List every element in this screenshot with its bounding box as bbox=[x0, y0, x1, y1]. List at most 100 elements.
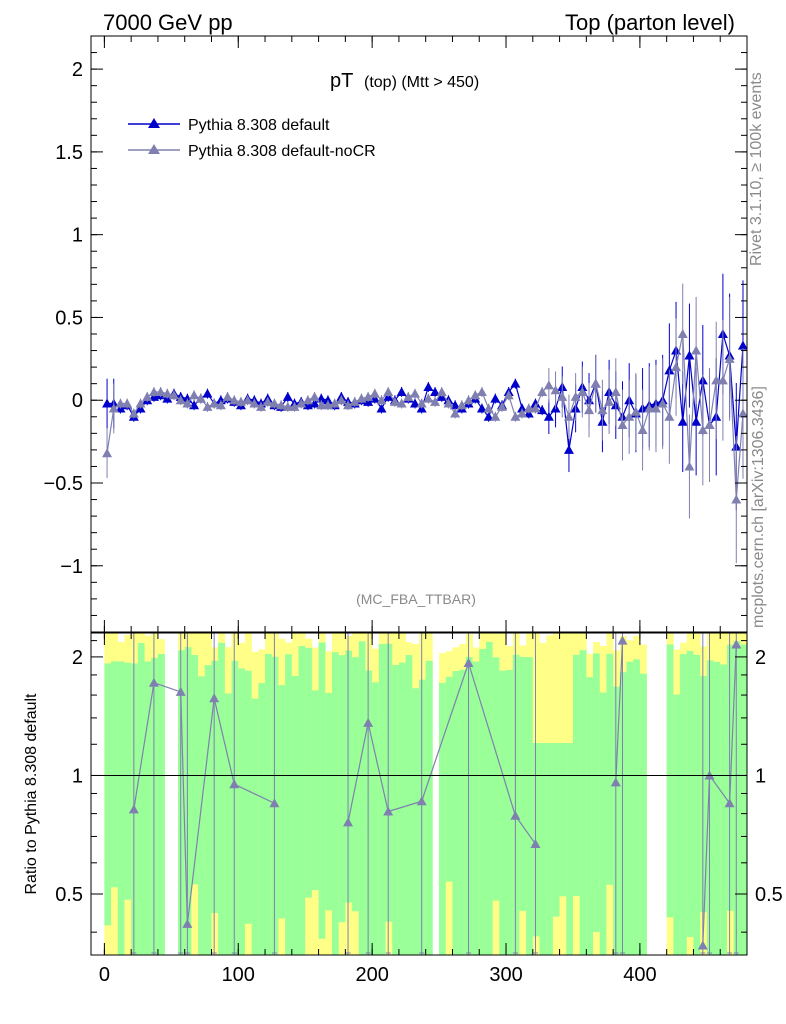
data-point bbox=[389, 396, 400, 406]
data-point bbox=[684, 350, 695, 360]
band-green bbox=[365, 670, 373, 955]
band-green bbox=[124, 662, 132, 900]
y-tick-label: 0.5 bbox=[55, 307, 83, 329]
band-green bbox=[218, 642, 226, 955]
data-point bbox=[282, 401, 293, 411]
data-point bbox=[717, 375, 728, 385]
band-green bbox=[137, 643, 145, 955]
data-point bbox=[396, 386, 407, 396]
chart-title-main: pT bbox=[330, 70, 353, 92]
data-point bbox=[604, 396, 615, 406]
data-point bbox=[409, 388, 420, 398]
band-green bbox=[619, 672, 627, 955]
band-green bbox=[318, 642, 326, 939]
band-green bbox=[265, 653, 273, 955]
ratio-y-tick-label-right: 1 bbox=[755, 765, 766, 787]
band-green bbox=[720, 664, 728, 955]
band-green bbox=[532, 743, 540, 937]
band-green bbox=[639, 673, 647, 955]
ratio-line bbox=[421, 662, 470, 802]
y-tick-label: −0.5 bbox=[44, 473, 83, 495]
data-point bbox=[376, 395, 387, 405]
data-point bbox=[731, 494, 742, 504]
band-green bbox=[465, 656, 473, 955]
data-point bbox=[550, 385, 561, 395]
data-point bbox=[102, 398, 113, 408]
legend-marker-nocr bbox=[148, 144, 160, 154]
band-green bbox=[298, 646, 306, 955]
data-point bbox=[403, 391, 414, 401]
band-green bbox=[700, 676, 708, 913]
data-point bbox=[289, 401, 300, 411]
data-point bbox=[202, 401, 213, 411]
data-point bbox=[677, 329, 688, 338]
header-left: 7000 GeV pp bbox=[103, 10, 233, 35]
x-tick-label: 0 bbox=[99, 964, 110, 986]
data-point bbox=[530, 403, 541, 413]
ratio-line bbox=[186, 698, 215, 924]
ratio-y-tick-label: 2 bbox=[72, 647, 83, 669]
band-green bbox=[111, 661, 119, 888]
ratio-line bbox=[213, 698, 235, 785]
band-green bbox=[552, 743, 560, 917]
band-green bbox=[211, 660, 219, 913]
ratio-point bbox=[731, 639, 742, 649]
data-point bbox=[523, 403, 534, 413]
data-point bbox=[162, 388, 173, 398]
band-green bbox=[258, 683, 266, 955]
y-tick-label: 0 bbox=[72, 390, 83, 412]
band-green bbox=[599, 692, 607, 955]
data-point bbox=[349, 396, 360, 406]
data-point bbox=[148, 386, 159, 396]
band-green bbox=[345, 650, 353, 903]
data-point bbox=[189, 390, 200, 400]
band-green bbox=[305, 647, 313, 898]
data-point bbox=[296, 398, 307, 408]
ratio-line bbox=[133, 682, 155, 810]
data-point bbox=[691, 416, 702, 426]
band-green bbox=[104, 663, 112, 926]
data-point bbox=[584, 405, 595, 415]
ratio-line bbox=[709, 775, 731, 804]
data-point bbox=[396, 398, 407, 408]
band-green bbox=[425, 660, 433, 955]
data-point bbox=[470, 390, 481, 400]
data-point bbox=[222, 391, 233, 401]
data-point bbox=[517, 408, 528, 418]
data-point bbox=[563, 444, 574, 454]
legend-marker-default bbox=[148, 118, 160, 128]
data-point bbox=[115, 398, 126, 408]
band-green bbox=[251, 698, 259, 955]
band-green bbox=[311, 690, 319, 891]
data-point bbox=[436, 386, 447, 396]
data-point bbox=[209, 398, 220, 408]
data-point bbox=[202, 388, 213, 398]
data-point bbox=[269, 398, 280, 408]
data-point bbox=[530, 398, 541, 408]
data-point bbox=[711, 375, 722, 385]
data-point bbox=[155, 386, 166, 396]
band-green bbox=[439, 682, 447, 955]
data-point bbox=[343, 400, 354, 410]
ratio-line bbox=[153, 682, 181, 693]
data-point bbox=[322, 395, 333, 405]
band-green bbox=[285, 654, 293, 955]
band-green bbox=[452, 671, 460, 955]
data-point bbox=[617, 420, 628, 430]
data-point bbox=[329, 398, 340, 408]
data-point bbox=[677, 416, 688, 426]
data-point bbox=[497, 401, 508, 411]
band-green bbox=[680, 654, 688, 955]
data-point bbox=[476, 403, 487, 413]
data-point bbox=[369, 388, 380, 398]
data-point bbox=[423, 381, 434, 391]
band-green bbox=[291, 675, 299, 955]
data-point bbox=[483, 411, 494, 421]
ratio-point bbox=[463, 657, 474, 667]
band-green bbox=[686, 650, 694, 937]
band-green bbox=[733, 641, 741, 955]
band-green bbox=[117, 661, 125, 955]
data-point bbox=[195, 393, 206, 403]
ratio-y-tick-label: 1 bbox=[72, 765, 83, 787]
